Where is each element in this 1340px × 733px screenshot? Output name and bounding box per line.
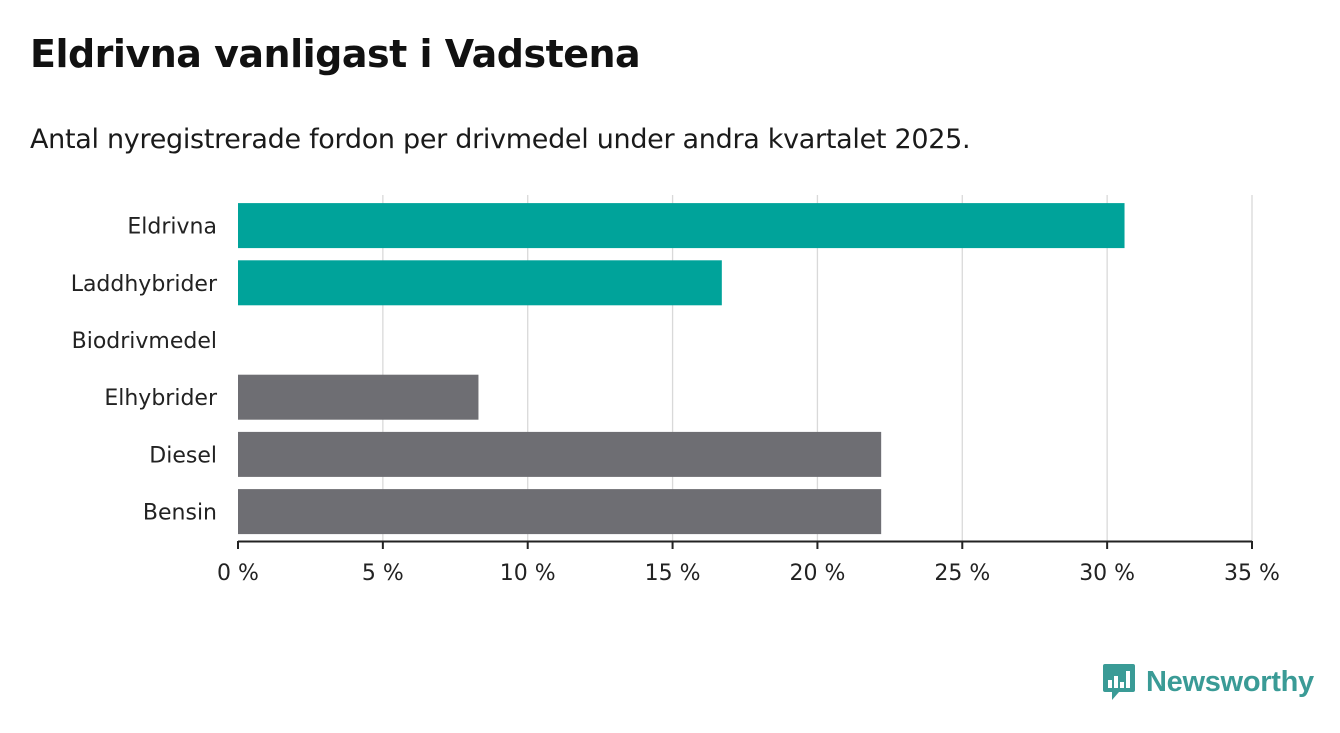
bars [238, 203, 1125, 535]
x-tick-label: 15 % [645, 561, 701, 586]
bar-eldrivna [238, 203, 1125, 249]
category-label: Eldrivna [127, 215, 217, 240]
category-label: Bensin [143, 501, 217, 526]
category-labels: Eldrivna Laddhybrider Biodrivmedel Elhybrid… [71, 215, 218, 526]
category-label: Diesel [149, 443, 217, 468]
bar-chart-speech-bubble-icon [1103, 664, 1135, 700]
category-label: Biodrivmedel [72, 329, 217, 354]
bar-diesel [238, 431, 882, 477]
x-tick-label: 10 % [500, 561, 556, 586]
x-tick-label: 25 % [934, 561, 990, 586]
x-tick-label: 20 % [789, 561, 845, 586]
x-axis: 0 % 5 % 10 % 15 % 20 % 25 % 30 % 35 % [217, 540, 1280, 586]
bar-elhybrider [238, 374, 479, 420]
chart-title: Eldrivna vanligast i Vadstena [30, 32, 641, 76]
bar-laddhybrider [238, 260, 722, 306]
brand-name: Newsworthy [1146, 665, 1314, 698]
x-tick-label: 5 % [362, 561, 404, 586]
grid-lines [382, 195, 1253, 541]
x-tick-label: 0 % [217, 561, 259, 586]
x-tick-label: 30 % [1079, 561, 1135, 586]
bar-bensin [238, 489, 882, 535]
chart-subtitle: Antal nyregistrerade fordon per drivmede… [30, 124, 971, 155]
newsworthy-logo: Newsworthy [1102, 662, 1314, 702]
category-label: Elhybrider [104, 386, 218, 411]
x-tick-label: 35 % [1224, 561, 1280, 586]
category-label: Laddhybrider [71, 272, 218, 297]
